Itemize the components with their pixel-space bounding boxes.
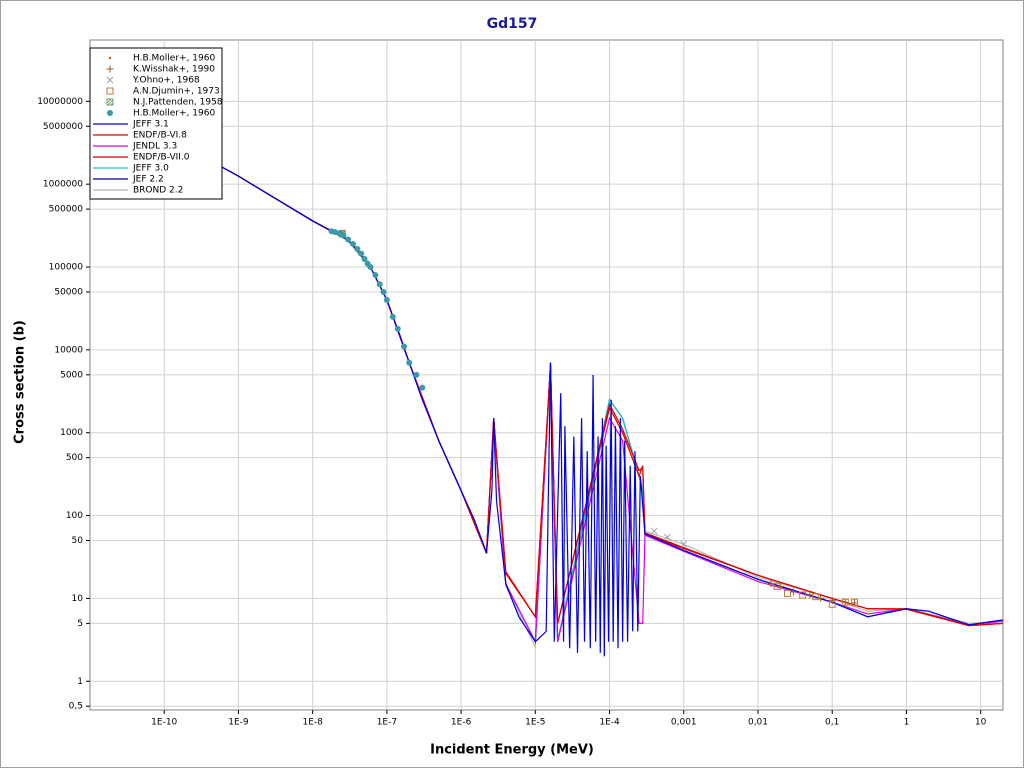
data-point <box>419 384 426 391</box>
y-tick-label: 1000000 <box>43 180 83 190</box>
data-point <box>806 591 814 599</box>
data-point <box>851 598 859 606</box>
data-point <box>413 371 420 378</box>
data-point <box>361 256 368 263</box>
y-tick-label: 10000000 <box>37 97 83 107</box>
x-tick-label: 1E-4 <box>599 718 620 728</box>
y-tick-label: 5 <box>77 619 83 629</box>
y-tick-label: 100000 <box>49 263 84 273</box>
x-tick-label: 1E-8 <box>302 718 323 728</box>
data-point <box>841 598 849 606</box>
x-tick-label: 1E-7 <box>377 718 397 728</box>
data-point <box>367 264 374 271</box>
data-point <box>650 527 658 535</box>
x-tick-label: 0,001 <box>671 718 697 728</box>
grid <box>90 40 1003 710</box>
legend-label: JEFF 3.0 <box>132 164 169 174</box>
y-tick-label: 500 <box>66 453 83 463</box>
data-point <box>354 246 361 253</box>
data-point <box>767 580 775 588</box>
x-tick-label: 0,01 <box>748 718 768 728</box>
x-tick-label: 10 <box>975 718 987 728</box>
x-tick-label: 1E-9 <box>228 718 249 728</box>
data-point <box>376 281 383 288</box>
legend-swatch <box>106 87 114 95</box>
legend-label: A.N.Djumin+, 1973 <box>133 87 220 97</box>
data-point <box>383 297 390 304</box>
x-tick-label: 1E-10 <box>151 718 177 728</box>
x-tick-label: 1E-6 <box>451 718 472 728</box>
y-tick-label: 5000 <box>60 370 83 380</box>
y-tick-label: 10000 <box>54 345 83 355</box>
data-point <box>828 596 836 604</box>
y-axis-label: Cross section (b) <box>13 320 28 444</box>
data-point <box>400 343 407 350</box>
axes: 10000000 5000000 1000000 500000 100000 50000 1… <box>37 97 986 728</box>
data-point <box>372 272 379 279</box>
legend-label: ENDF/B-VII.0 <box>133 153 190 163</box>
data-point <box>340 232 347 239</box>
y-tick-label: 1000 <box>60 428 83 438</box>
x-axis-label: Incident Energy (MeV) <box>430 743 594 758</box>
y-tick-label: 5000000 <box>43 122 83 132</box>
data-point <box>380 288 387 295</box>
y-tick-label: 100 <box>66 511 83 521</box>
data-point <box>345 236 352 243</box>
data-point <box>406 359 413 366</box>
data-point <box>680 540 688 548</box>
legend-label: Y.Ohno+, 1968 <box>132 76 200 86</box>
legend-label: JEF 2.2 <box>132 175 164 185</box>
y-tick-label: 50 <box>72 536 84 546</box>
y-tick-label: 50000 <box>54 287 83 297</box>
data-point <box>332 228 339 235</box>
x-tick-label: 0,1 <box>825 718 839 728</box>
legend-label: ENDF/B-VI.8 <box>133 131 187 141</box>
data-point <box>389 313 396 320</box>
data-point <box>789 588 797 596</box>
legend-label: K.Wisshak+, 1990 <box>133 65 215 75</box>
legend-label: JENDL 3.3 <box>132 142 177 152</box>
data-point <box>663 533 671 541</box>
y-tick-label: 1 <box>77 677 83 687</box>
x-tick-label: 1E-5 <box>525 718 545 728</box>
plot <box>90 94 1003 657</box>
legend-swatch <box>106 98 114 106</box>
legend-label: H.B.Moller+, 1960 <box>133 54 215 64</box>
data-point <box>841 598 849 606</box>
legend-label: H.B.Moller+, 1960 <box>133 109 215 119</box>
data-point <box>350 240 357 247</box>
legend-label: N.J.Pattenden, 1958 <box>133 98 223 108</box>
y-tick-label: 500000 <box>49 205 84 215</box>
legend-swatch <box>107 110 113 116</box>
data-point <box>358 250 365 257</box>
legend-swatch <box>106 76 114 84</box>
data-point <box>828 600 836 608</box>
legend-label: BROND 2.2 <box>133 186 183 196</box>
chart-title: Gd157 <box>487 16 538 32</box>
legend-label: JEFF 3.1 <box>132 120 169 130</box>
data-point <box>394 325 401 332</box>
legend-swatch <box>106 65 114 73</box>
data-point <box>773 582 781 590</box>
data-point <box>799 591 807 599</box>
data-point <box>812 593 820 601</box>
x-tick-label: 1 <box>904 718 910 728</box>
y-tick-label: 0,5 <box>69 702 83 712</box>
data-point <box>784 589 792 597</box>
y-tick-label: 10 <box>72 594 84 604</box>
legend-swatch <box>108 56 112 60</box>
